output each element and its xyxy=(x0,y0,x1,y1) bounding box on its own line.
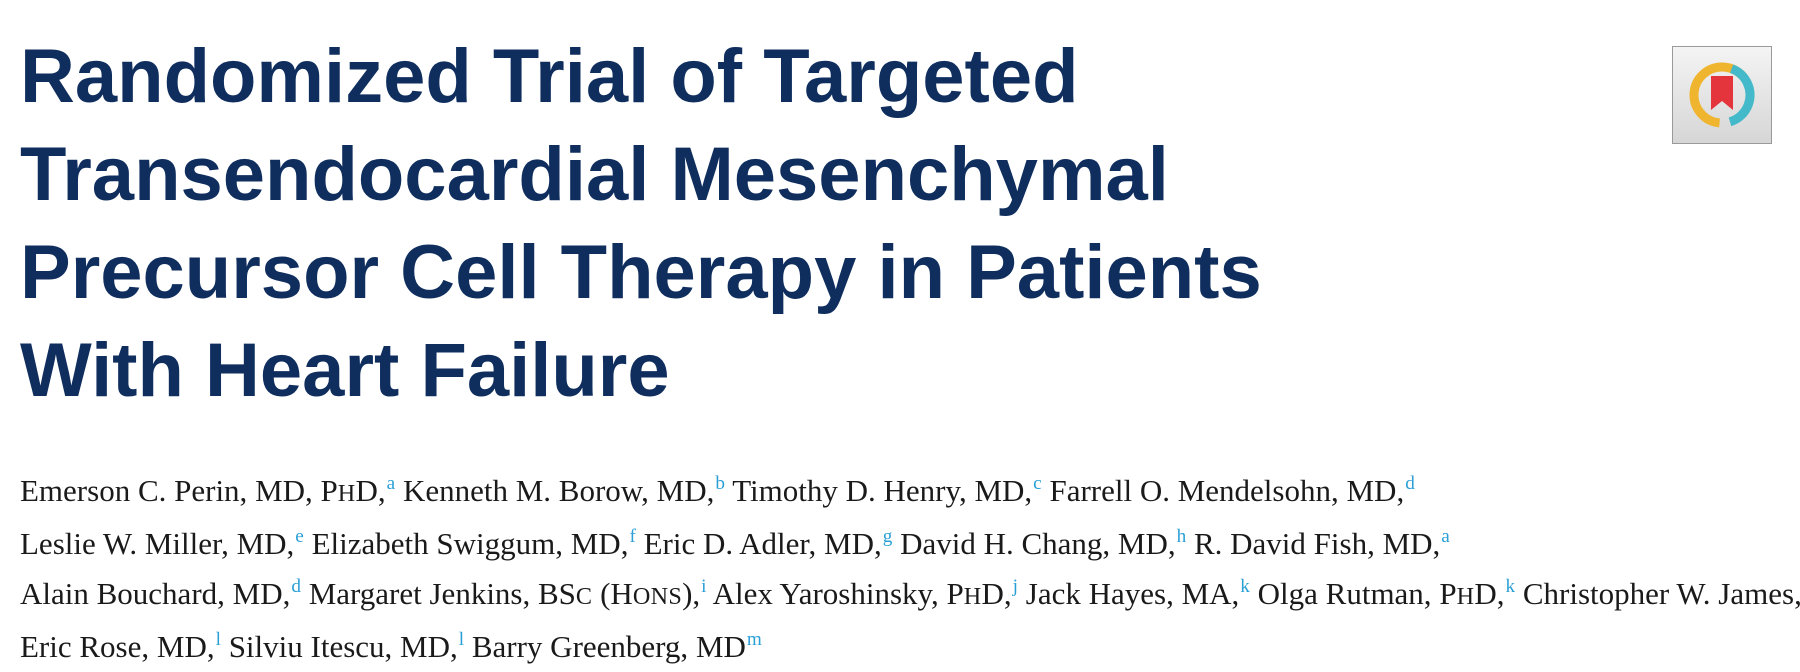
author-degree: MD xyxy=(695,629,746,664)
title-line: With Heart Failure xyxy=(20,328,670,413)
affiliation-marker[interactable]: j xyxy=(1012,576,1019,598)
author-entry: Olga Rutman, PHD,k xyxy=(1257,576,1516,611)
affiliation-marker[interactable]: m xyxy=(746,629,762,651)
author-name: Timothy D. Henry, xyxy=(732,473,975,508)
author-name: Christopher W. James, xyxy=(1522,576,1800,611)
affiliation-marker[interactable]: e xyxy=(295,526,304,548)
author-name: Leslie W. Miller, xyxy=(20,526,237,561)
author-entry: Alex Yaroshinsky, PHD,j xyxy=(712,576,1019,611)
author-entry: Eric D. Adler, MD,g xyxy=(643,526,893,561)
author-name: Kenneth M. Borow, xyxy=(402,473,657,508)
affiliation-marker[interactable]: g xyxy=(882,526,893,548)
author-degree: MD xyxy=(400,629,450,664)
author-name: Jack Hayes, xyxy=(1025,576,1182,611)
author-degree: MD xyxy=(1117,526,1168,561)
author-degree: MD xyxy=(824,526,874,561)
author-entry: Christopher W. James, PA,k xyxy=(1523,576,1800,611)
author-entry: Barry Greenberg, MDm xyxy=(472,629,762,664)
author-entry: Leslie W. Miller, MD,e xyxy=(20,526,304,561)
author-degree: PHD xyxy=(1439,576,1497,611)
author-entry: Farrell O. Mendelsohn, MD,d xyxy=(1049,473,1415,508)
affiliation-marker[interactable]: k xyxy=(1505,576,1516,598)
author-entry: Silviu Itescu, MD,l xyxy=(228,629,465,664)
affiliation-marker[interactable]: c xyxy=(1033,473,1042,495)
author-line: Leslie W. Miller, MD,e Elizabeth Swiggum… xyxy=(20,519,1780,569)
author-entry: Jack Hayes, MA,k xyxy=(1025,576,1250,611)
author-degree: MD xyxy=(232,576,283,611)
author-entry: Alain Bouchard, MD,d xyxy=(20,576,301,611)
author-entry: David H. Chang, MD,h xyxy=(900,526,1187,561)
author-name: Alex Yaroshinsky, xyxy=(712,576,947,611)
author-list: Emerson C. Perin, MD, PHD,a Kenneth M. B… xyxy=(20,466,1800,672)
author-degree: MD xyxy=(570,526,621,561)
affiliation-marker[interactable]: a xyxy=(1441,526,1450,548)
author-line: Emerson C. Perin, MD, PHD,a Kenneth M. B… xyxy=(20,466,1780,519)
author-entry: Kenneth M. Borow, MD,b xyxy=(402,473,725,508)
author-name: Margaret Jenkins, xyxy=(308,576,538,611)
affiliation-marker[interactable]: i xyxy=(701,576,707,598)
author-degree: MA xyxy=(1181,576,1232,611)
check-for-updates-icon xyxy=(1689,62,1755,128)
affiliation-marker[interactable]: a xyxy=(386,473,396,495)
affiliation-marker[interactable]: d xyxy=(291,576,301,598)
author-name: Silviu Itescu, xyxy=(228,629,401,664)
affiliation-marker[interactable]: l xyxy=(458,629,465,651)
author-name: Emerson C. Perin, xyxy=(20,473,256,508)
author-degree: MD xyxy=(236,526,287,561)
author-name: Farrell O. Mendelsohn, xyxy=(1049,473,1347,508)
affiliation-marker[interactable]: h xyxy=(1176,526,1187,548)
author-degree: MD xyxy=(156,629,207,664)
author-degree: MD xyxy=(974,473,1025,508)
author-degree: MD xyxy=(656,473,707,508)
author-name: Alain Bouchard, xyxy=(20,576,233,611)
author-name: Eric Rose, xyxy=(20,629,157,664)
affiliation-marker[interactable]: f xyxy=(629,526,636,548)
affiliation-marker[interactable]: k xyxy=(1240,576,1250,598)
author-line: Eric Rose, MD,l Silviu Itescu, MD,l Barr… xyxy=(20,622,1780,672)
author-name: David H. Chang, xyxy=(900,526,1118,561)
affiliation-marker[interactable]: d xyxy=(1405,473,1415,495)
author-line: Alain Bouchard, MD,d Margaret Jenkins, B… xyxy=(20,569,1800,622)
author-degree: MD, PHD xyxy=(255,473,378,508)
author-name: Elizabeth Swiggum, xyxy=(311,526,571,561)
author-entry: R. David Fish, MD,a xyxy=(1193,526,1450,561)
author-entry: Emerson C. Perin, MD, PHD,a xyxy=(20,473,396,508)
affiliation-marker[interactable]: b xyxy=(715,473,725,495)
article-title: Randomized Trial of Targeted Transendoca… xyxy=(20,28,1400,420)
title-line: Transendocardial Mesenchymal xyxy=(20,132,1169,217)
author-degree: PHD xyxy=(946,576,1004,611)
author-entry: Eric Rose, MD,l xyxy=(20,629,221,664)
author-entry: Elizabeth Swiggum, MD,f xyxy=(311,526,636,561)
author-name: R. David Fish, xyxy=(1193,526,1383,561)
author-degree: MD xyxy=(1382,526,1433,561)
author-name: Eric D. Adler, xyxy=(643,526,824,561)
title-line: Precursor Cell Therapy in Patients xyxy=(20,230,1262,315)
author-degree: BSC (HONS) xyxy=(538,576,693,611)
author-name: Barry Greenberg, xyxy=(471,629,696,664)
author-degree: MD xyxy=(1346,473,1397,508)
author-entry: Timothy D. Henry, MD,c xyxy=(732,473,1042,508)
author-name: Olga Rutman, xyxy=(1257,576,1440,611)
check-for-updates-button[interactable] xyxy=(1672,46,1772,144)
title-line: Randomized Trial of Targeted xyxy=(20,34,1079,119)
affiliation-marker[interactable]: l xyxy=(215,629,221,651)
author-entry: Margaret Jenkins, BSC (HONS),i xyxy=(308,576,707,611)
